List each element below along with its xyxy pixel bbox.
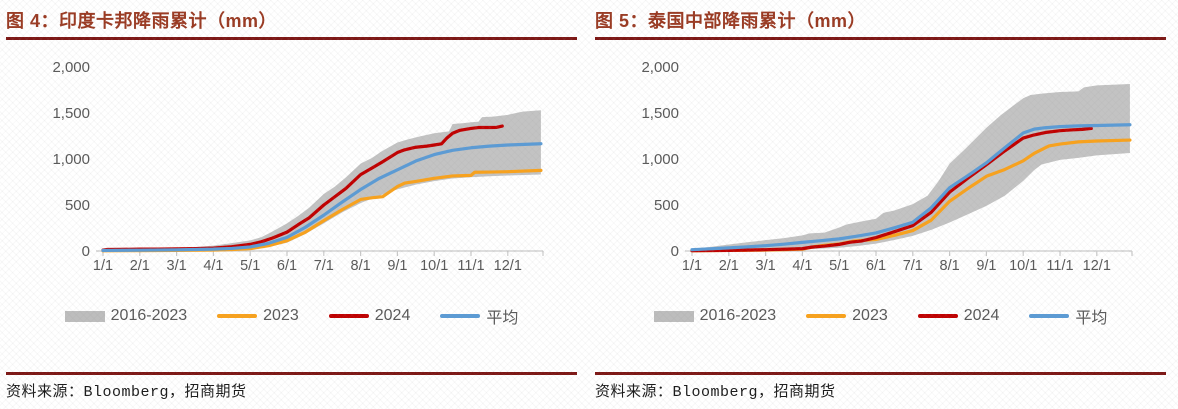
x-axis-label: 10/1 (420, 258, 448, 274)
legend-item: 2024 (917, 307, 1000, 325)
x-axis-label: 12/1 (1083, 258, 1111, 274)
x-axis-label: 2/1 (719, 258, 739, 274)
legend-swatch-2023 (806, 314, 847, 318)
legend-label: 2016-2023 (110, 307, 188, 324)
source-block: 资料来源：Bloomberg，招商期货 (595, 372, 1166, 401)
legend-label: 2016-2023 (699, 307, 777, 324)
x-axis-label: 5/1 (829, 258, 849, 274)
source-divider (595, 372, 1166, 375)
legend-swatch-band (64, 310, 105, 322)
legend-swatch-average (1029, 314, 1070, 318)
source-divider (6, 372, 577, 375)
legend-label: 2024 (963, 307, 1000, 324)
x-axis-label: 2/1 (130, 258, 150, 274)
x-axis-label: 3/1 (167, 258, 187, 274)
x-axis-label: 1/1 (93, 258, 113, 274)
legend-item: 2023 (217, 307, 299, 325)
x-axis-label: 9/1 (387, 258, 407, 274)
series-line-2024 (690, 126, 1093, 253)
legend-swatch-band (653, 310, 694, 322)
legend-swatch-average (440, 314, 481, 318)
legend-item: 平均 (1029, 304, 1107, 328)
y-axis-label: 2,000 (52, 59, 90, 76)
legend-label: 2023 (852, 307, 888, 324)
x-axis-label: 10/1 (1009, 258, 1037, 274)
x-axis-label: 6/1 (866, 258, 886, 274)
y-axis-label: 2,000 (641, 59, 679, 76)
y-axis-label: 0 (82, 243, 90, 260)
legend-item: 2023 (806, 307, 888, 325)
legend-item: 平均 (440, 304, 518, 328)
series-line-平均 (690, 123, 1132, 252)
x-axis-label: 7/1 (314, 258, 334, 274)
legend-swatch-2024 (917, 314, 958, 318)
band-2016-2023 (103, 110, 541, 251)
x-axis-label: 11/1 (457, 258, 484, 274)
legend-label: 平均 (486, 310, 519, 327)
title-underline (595, 37, 1166, 40)
y-axis-label: 500 (65, 197, 90, 214)
figure-panel-thailand: 图 5：泰国中部降雨累计（mm） 1/1 2/1 3/1 4/1 5/1 6/1 7/1 8/… (589, 0, 1178, 409)
legend-label: 平均 (1075, 310, 1108, 327)
legend-item: 2016-2023 (64, 307, 188, 325)
rainfall-cumulative-chart-thailand: 1/1 2/1 3/1 4/1 5/1 6/1 7/1 8/1 9/1 10/1 11/1 12/1 0… (641, 59, 1133, 274)
legend-item: 2024 (328, 307, 411, 325)
x-axis-label: 3/1 (756, 258, 776, 274)
chart-legend: 2016-2023 2023 2024 平均 (595, 304, 1166, 328)
legend-label: 2024 (374, 307, 411, 324)
y-axis-label: 1,500 (641, 105, 679, 122)
band-2016-2023 (692, 84, 1130, 251)
figure-panel-india: 图 4：印度卡邦降雨累计（mm） 1/1 2/1 3/1 4/1 5/1 6/1 7/1 8/… (6, 11, 577, 401)
rainfall-cumulative-chart-india: 1/1 2/1 3/1 4/1 5/1 6/1 7/1 8/1 9/1 10/1 11/1 12/1 0… (52, 59, 544, 274)
y-axis-label: 1,500 (52, 105, 90, 122)
x-axis-label: 5/1 (240, 258, 260, 274)
source-note: 资料来源：Bloomberg，招商期货 (6, 384, 247, 401)
x-axis-label: 8/1 (351, 258, 371, 274)
legend-label: 2023 (263, 307, 299, 324)
legend-item: 2016-2023 (653, 307, 777, 325)
series-line-平均 (101, 142, 543, 253)
x-axis-label: 11/1 (1046, 258, 1073, 274)
legend-swatch-2024 (328, 314, 369, 318)
source-block: 资料来源：Bloomberg，招商期货 (6, 372, 577, 401)
title-underline (6, 37, 577, 40)
x-axis-label: 1/1 (682, 258, 702, 274)
x-axis-label: 9/1 (976, 258, 996, 274)
x-axis-label: 12/1 (494, 258, 522, 274)
y-axis-label: 500 (654, 197, 679, 214)
x-axis-label: 7/1 (903, 258, 923, 274)
figure-title: 图 4：印度卡邦降雨累计（mm） (6, 11, 278, 31)
y-axis-label: 1,000 (52, 151, 90, 168)
y-axis-label: 1,000 (641, 151, 679, 168)
x-axis-label: 4/1 (203, 258, 223, 274)
y-axis-label: 0 (671, 243, 679, 260)
chart-legend: 2016-2023 2023 2024 平均 (6, 304, 577, 328)
x-axis-label: 6/1 (277, 258, 297, 274)
legend-swatch-2023 (217, 314, 258, 318)
figure-title: 图 5：泰国中部降雨累计（mm） (595, 11, 867, 31)
x-axis-label: 8/1 (940, 258, 960, 274)
x-axis-label: 4/1 (792, 258, 812, 274)
source-note: 资料来源：Bloomberg，招商期货 (595, 384, 836, 401)
